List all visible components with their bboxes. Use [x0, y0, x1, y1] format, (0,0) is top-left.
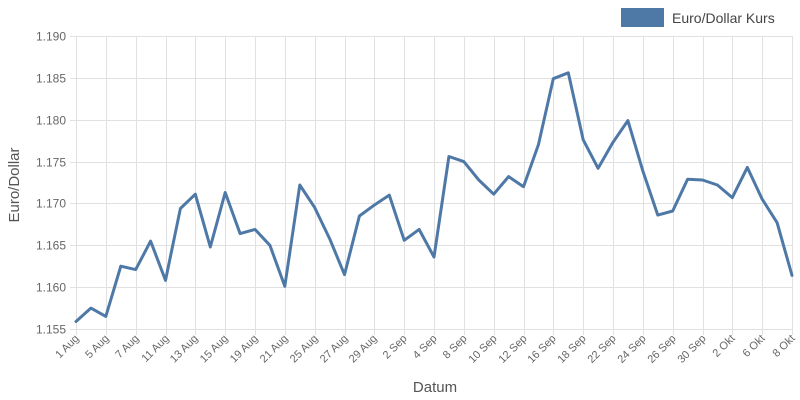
x-tick-label: 4 Sep	[411, 333, 440, 362]
x-tick-label: 8 Okt	[771, 333, 798, 360]
data-point[interactable]	[207, 244, 213, 250]
x-tick-label: 12 Sep	[496, 333, 529, 366]
x-tick-label: 21 Aug	[258, 333, 291, 366]
data-point[interactable]	[744, 164, 750, 170]
data-point[interactable]	[670, 208, 676, 214]
data-point[interactable]	[163, 277, 169, 283]
data-point[interactable]	[73, 319, 79, 325]
legend[interactable]: Euro/Dollar Kurs	[621, 8, 775, 27]
y-tick-label: 1.180	[36, 114, 66, 128]
data-point[interactable]	[342, 272, 348, 278]
x-tick-label: 1 Aug	[53, 333, 81, 361]
data-point[interactable]	[192, 191, 198, 197]
data-point[interactable]	[267, 242, 273, 248]
data-point[interactable]	[506, 174, 512, 180]
x-tick-label: 11 Aug	[139, 333, 171, 365]
x-tick-label: 30 Sep	[675, 333, 708, 366]
data-point[interactable]	[655, 212, 661, 218]
data-point[interactable]	[714, 182, 720, 188]
data-point[interactable]	[133, 267, 139, 273]
legend-swatch	[621, 8, 664, 27]
y-tick-label: 1.165	[36, 239, 66, 253]
x-tick-label: 10 Sep	[466, 333, 499, 366]
data-point[interactable]	[356, 213, 362, 219]
y-axis-title: Euro/Dollar	[6, 147, 23, 222]
series-layer	[73, 70, 795, 325]
x-tick-label: 18 Sep	[555, 333, 588, 366]
data-point[interactable]	[88, 305, 94, 311]
data-point[interactable]	[177, 206, 183, 212]
y-tick-label: 1.155	[36, 323, 66, 337]
x-tick-label: 29 Aug	[347, 333, 380, 366]
x-tick-label: 5 Aug	[83, 333, 111, 361]
x-tick-label: 27 Aug	[318, 333, 351, 366]
data-point[interactable]	[789, 272, 795, 278]
data-point[interactable]	[312, 205, 318, 211]
x-tick-label: 25 Aug	[288, 333, 321, 366]
x-tick-label: 7 Aug	[113, 333, 141, 361]
data-point[interactable]	[774, 220, 780, 226]
data-point[interactable]	[148, 238, 154, 244]
data-point[interactable]	[461, 159, 467, 165]
legend-label: Euro/Dollar Kurs	[672, 10, 775, 26]
data-point[interactable]	[580, 137, 586, 143]
x-tick-label: 16 Sep	[525, 333, 558, 366]
x-tick-label: 19 Aug	[228, 333, 261, 366]
x-tick-label: 6 Okt	[741, 333, 768, 360]
data-point[interactable]	[625, 118, 631, 124]
data-point[interactable]	[222, 190, 228, 196]
data-point[interactable]	[685, 176, 691, 182]
data-point[interactable]	[327, 236, 333, 242]
y-axis-ticks: 1.155 1.160 1.165 1.170 1.175 1.180 1.185 1.190	[36, 30, 66, 337]
y-tick-label: 1.185	[36, 72, 66, 86]
data-point[interactable]	[371, 202, 377, 208]
data-point[interactable]	[297, 182, 303, 188]
data-point[interactable]	[550, 76, 556, 82]
data-point[interactable]	[535, 142, 541, 148]
data-point[interactable]	[610, 139, 616, 145]
data-point[interactable]	[386, 192, 392, 198]
data-point[interactable]	[491, 191, 497, 197]
data-point[interactable]	[282, 283, 288, 289]
x-tick-label: 13 Aug	[168, 333, 201, 366]
data-point[interactable]	[431, 254, 437, 260]
x-tick-label: 15 Aug	[198, 333, 231, 366]
data-point[interactable]	[237, 231, 243, 237]
data-point[interactable]	[416, 226, 422, 232]
data-point[interactable]	[640, 168, 646, 174]
x-tick-label: 2 Sep	[381, 333, 410, 362]
data-point[interactable]	[252, 226, 258, 232]
series-line	[74, 71, 794, 323]
y-tick-label: 1.190	[36, 30, 66, 44]
x-axis-title: Datum	[413, 379, 457, 396]
data-point[interactable]	[401, 237, 407, 243]
data-point[interactable]	[476, 177, 482, 183]
data-point[interactable]	[729, 195, 735, 201]
data-point[interactable]	[759, 196, 765, 202]
x-tick-label: 22 Sep	[585, 333, 618, 366]
grid	[70, 36, 793, 335]
data-point[interactable]	[521, 184, 527, 190]
y-tick-label: 1.160	[36, 281, 66, 295]
x-tick-label: 2 Okt	[711, 333, 738, 360]
x-tick-label: 24 Sep	[615, 333, 648, 366]
data-point[interactable]	[118, 263, 124, 269]
data-point[interactable]	[565, 70, 571, 76]
data-point[interactable]	[103, 313, 109, 319]
x-tick-label: 26 Sep	[645, 333, 678, 366]
y-tick-label: 1.175	[36, 156, 66, 170]
data-point[interactable]	[595, 165, 601, 171]
data-point[interactable]	[446, 154, 452, 160]
y-tick-label: 1.170	[36, 197, 66, 211]
data-point[interactable]	[700, 177, 706, 183]
